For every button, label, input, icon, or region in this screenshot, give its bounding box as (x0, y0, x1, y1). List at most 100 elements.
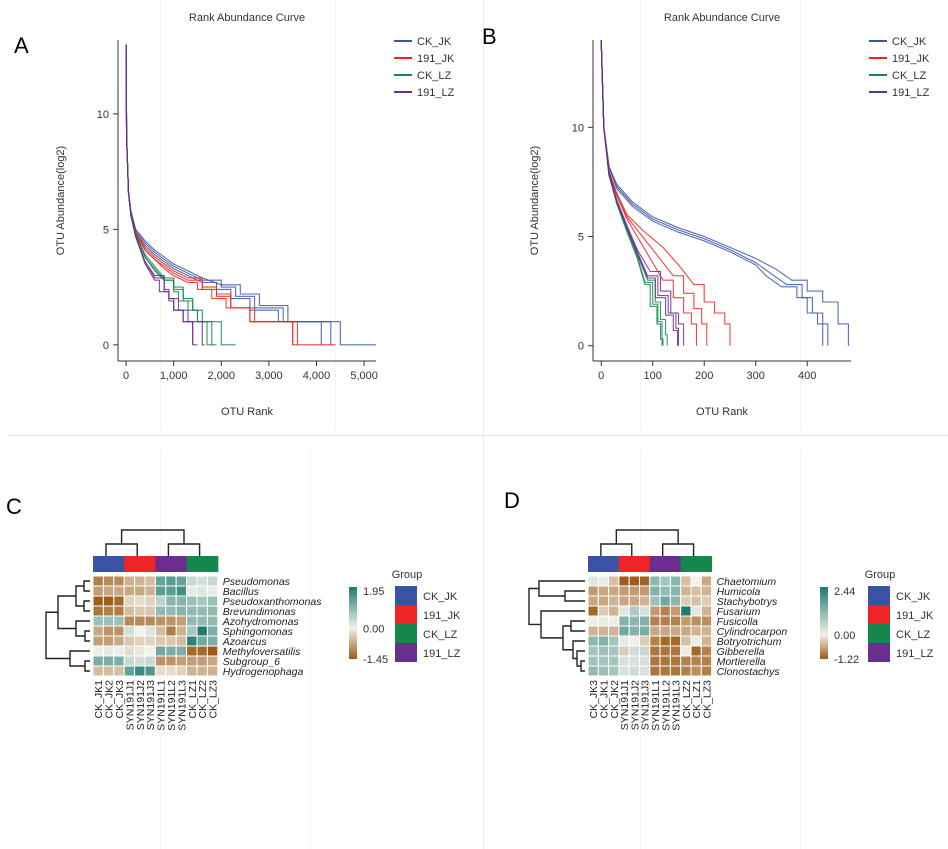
heatmap-cell (649, 645, 661, 657)
heatmap-cell (659, 665, 671, 677)
heatmap-cell (639, 595, 651, 607)
group-bar-cell (670, 556, 682, 572)
series-191-jk (600, 39, 731, 346)
series-line (600, 39, 824, 346)
heatmap-cell (186, 625, 198, 637)
column-label: SYN191L1 (156, 680, 168, 731)
heatmap-cell (134, 655, 146, 667)
heatmap-cell (690, 625, 702, 637)
series-line (600, 39, 680, 346)
dendrogram-branch (661, 543, 695, 558)
column-label: CK_LZ3 (701, 680, 713, 719)
series-line (600, 39, 668, 346)
row-label: Fusarium (717, 606, 761, 618)
heatmap-cell (102, 615, 115, 627)
colorbar-min-label: -1.22 (834, 654, 859, 666)
dendrogram-branch (45, 611, 70, 660)
dendrogram-branch (167, 543, 201, 558)
panel-d: D Chaetomium Humicola Stachybotrys Fusarium… (480, 440, 948, 849)
heatmap-cell (154, 625, 167, 637)
heatmap-cell (123, 655, 136, 667)
column-label: CK_JK2 (104, 680, 116, 719)
heatmap-cell (628, 625, 640, 637)
group-legend-title: Group (392, 569, 423, 581)
heatmap-cell (206, 655, 219, 667)
heatmap-cell (92, 645, 104, 657)
column-label: SYN191L3 (176, 680, 188, 731)
background-gridline (310, 450, 311, 849)
heatmap-cell (175, 665, 188, 677)
heatmap-cell (102, 605, 115, 617)
heatmap-cell (597, 635, 610, 647)
column-label: CK_LZ1 (187, 680, 199, 719)
heatmap-cell (165, 655, 177, 667)
heatmap-c: PseudomonasBacillusPseudoxanthomonasBrev… (45, 529, 461, 731)
row-label: Bacillus (223, 586, 260, 598)
heatmap-cell (680, 665, 692, 677)
heatmap-cell (628, 575, 640, 587)
heatmap-cell (154, 635, 167, 647)
heatmap-cell (113, 605, 125, 617)
heatmap-cell (123, 595, 136, 607)
heatmap-cell (690, 605, 702, 617)
series-ck-lz (600, 39, 668, 346)
heatmap-cell (587, 595, 599, 607)
x-tick-label: 100 (644, 370, 662, 382)
heatmap-cell (134, 645, 146, 657)
heatmap-cell (700, 665, 713, 677)
group-bar-cell (145, 556, 156, 572)
legend-label: CK_LZ (417, 70, 452, 82)
heatmap-cell (639, 615, 651, 627)
heatmap-cell (608, 595, 620, 607)
heatmap-cell (680, 645, 692, 657)
dendrogram-branch (580, 660, 585, 672)
heatmap-cell (639, 635, 651, 647)
heatmap-cell (597, 585, 610, 597)
group-bar-cell (629, 556, 640, 572)
background-gridline (640, 0, 641, 430)
heatmap-cell (649, 585, 661, 597)
dendrogram-branch (83, 580, 90, 592)
series-ck-lz (125, 44, 236, 346)
y-tick-label: 5 (578, 232, 584, 244)
heatmap-cell (608, 645, 620, 657)
heatmap-cell (134, 575, 146, 587)
series-ck-jk (600, 39, 849, 346)
heatmap-cell (186, 605, 198, 617)
heatmap-cell (608, 655, 620, 667)
heatmap-cell (700, 625, 713, 637)
group-bar-cell (588, 556, 599, 572)
dendrogram-branch (528, 587, 541, 626)
panel-separator-horizontal (8, 435, 948, 436)
heatmap-cell (196, 645, 208, 657)
dendrogram-branch (572, 640, 585, 660)
series-line (600, 39, 849, 346)
heatmap-cell (134, 595, 146, 607)
heatmap-cell (669, 665, 682, 677)
heatmap-cell (659, 605, 671, 617)
heatmap-cell (144, 615, 156, 627)
heatmap-cell (669, 585, 682, 597)
series-line (125, 44, 194, 345)
row-label: Humicola (717, 586, 761, 598)
heatmap-cell (92, 585, 104, 597)
group-legend-label: 191_LZ (423, 648, 461, 660)
heatmap-cell (597, 605, 610, 617)
group-legend-label: CK_LZ (423, 629, 458, 641)
background-gridline (335, 0, 336, 430)
heatmap-cell (92, 665, 104, 677)
group-legend-swatch (395, 605, 417, 624)
heatmap-cell (587, 635, 599, 647)
heatmap-cell (700, 605, 713, 617)
heatmap-cell (669, 625, 682, 637)
heatmap-cell (186, 575, 198, 587)
group-legend-label: CK_JK (896, 591, 931, 603)
y-axis-label: OTU Abundance(log2) (529, 146, 541, 255)
heatmap-cell (165, 625, 177, 637)
heatmap-cell (102, 655, 115, 667)
group-legend-label: CK_JK (423, 591, 458, 603)
series-line (125, 44, 198, 346)
heatmap-cell (206, 595, 219, 607)
y-tick-label: 5 (103, 224, 109, 236)
group-legend-label: 191_JK (423, 610, 461, 622)
